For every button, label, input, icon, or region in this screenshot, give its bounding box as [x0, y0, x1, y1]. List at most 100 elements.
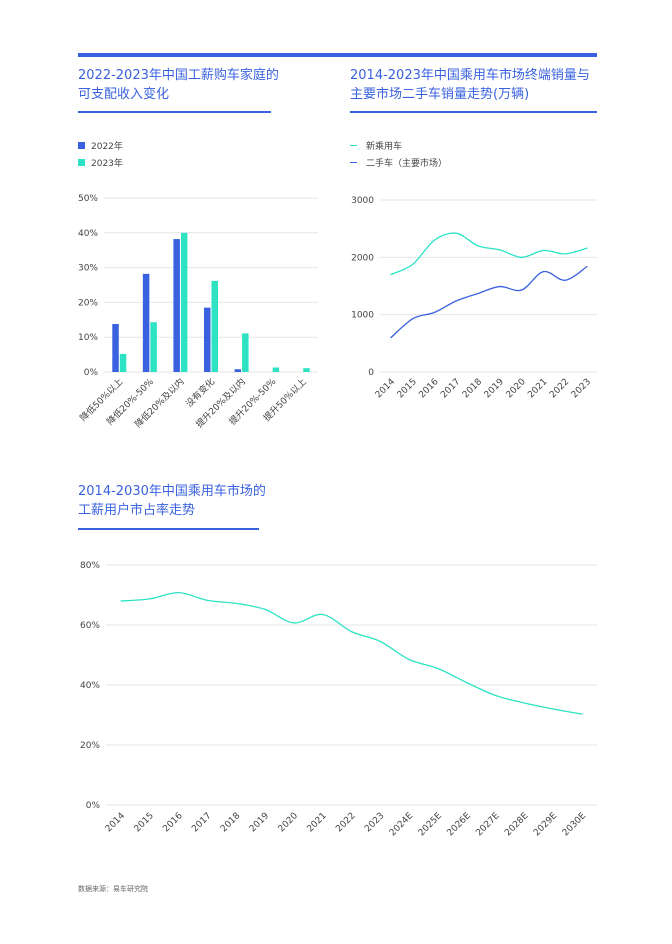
- chart3-data-point: [379, 640, 381, 643]
- chart3-data-point: [293, 622, 295, 624]
- chart1-bar: [180, 232, 188, 372]
- chart2-data-point: [412, 318, 414, 320]
- chart3-data-point: [437, 667, 439, 670]
- chart1-y-tick-label: 30%: [78, 264, 98, 274]
- chart3-x-tick-label: 2014: [104, 811, 127, 834]
- source-note: 数据来源：易车研究院: [78, 885, 148, 893]
- legend-label-2022: 2022年: [91, 142, 123, 152]
- chart1-bar: [272, 367, 280, 372]
- chart3-x-tick-label: 2028E: [503, 811, 531, 839]
- chart2-data-point: [477, 245, 479, 247]
- chart3-data-point: [322, 613, 324, 616]
- chart1-bar: [303, 368, 310, 372]
- chart1-bar-chart: 0%10%20%30%40%50%降低50%以上降低20%-50%降低20%及以…: [77, 194, 318, 430]
- chart3-x-tick-label: 2021: [306, 811, 329, 834]
- chart2-y-tick-label: 2000: [351, 253, 374, 263]
- chart1-title: 2022-2023年中国工薪购车家庭的 可支配收入变化: [78, 68, 279, 102]
- chart3-series-line: [120, 591, 583, 715]
- chart2-legend-item-used: 二手车（主要市场）: [350, 154, 447, 171]
- chart2-series-line-new-car: [390, 232, 588, 276]
- chart2-x-tick-label: 2015: [396, 377, 419, 400]
- chart1-bar: [142, 273, 150, 372]
- chart3-data-point: [206, 599, 209, 602]
- chart3-data-point: [120, 600, 122, 602]
- chart3-x-tick-label: 2018: [219, 811, 242, 834]
- chart2-y-tick-label: 0: [368, 368, 374, 378]
- chart2-title-underline: [350, 111, 597, 113]
- chart3-title: 2014-2030年中国乘用车市场的 工薪用户市占率走势: [78, 484, 266, 518]
- chart3-y-tick-label: 0%: [86, 801, 101, 811]
- legend-label-used-car: 二手车（主要市场）: [366, 159, 448, 169]
- chart2-x-tick-label: 2014: [374, 377, 397, 400]
- chart1-legend-item-2023: 2023年: [78, 154, 123, 171]
- chart2-data-point: [455, 232, 457, 234]
- legend-label-2023: 2023年: [91, 159, 123, 169]
- chart2-x-tick-label: 2021: [526, 377, 549, 400]
- chart2-y-tick-label: 3000: [351, 196, 374, 206]
- chart1-bar: [112, 323, 119, 372]
- chart3-data-point: [149, 598, 151, 600]
- chart3-data-point: [581, 713, 583, 715]
- chart3-x-tick-label: 2017: [190, 811, 213, 834]
- chart3-line-chart: 0% 20% 40% 60% 80% 2014 2015 2016 2017 2018 2019 20…: [80, 561, 597, 838]
- chart1-title-underline: [78, 111, 271, 113]
- chart2-x-tick-label: 2018: [461, 377, 484, 400]
- chart2-x-tick-label: 2020: [505, 377, 528, 400]
- chart3-x-tick-label: 2016: [161, 811, 184, 834]
- chart1-y-tick-label: 50%: [78, 194, 98, 204]
- chart2-x-tick-label: 2016: [417, 377, 440, 400]
- legend-label-new-car: 新乘用车: [366, 142, 403, 152]
- chart3-x-tick-label: 2023: [363, 811, 386, 834]
- chart3-x-tick-label: 2022: [334, 811, 357, 834]
- chart1-bar: [234, 369, 242, 372]
- chart3-y-tick-label: 60%: [80, 621, 100, 631]
- chart3-x-tick-label: 2020: [277, 811, 300, 834]
- top-accent-rule: [78, 53, 597, 57]
- chart2-data-point: [390, 273, 392, 276]
- chart1-y-tick-label: 0%: [84, 368, 99, 378]
- chart1-legend-item-2022: 2022年: [78, 137, 123, 154]
- chart3-data-point: [408, 658, 410, 661]
- chart3-data-point: [552, 708, 554, 710]
- chart3-data-point: [264, 608, 266, 611]
- chart3-y-tick-label: 40%: [80, 681, 100, 691]
- chart2-line-chart: 0100020003000201420152016201720182019202…: [351, 196, 597, 400]
- chart1-bar: [150, 322, 157, 372]
- chart3-data-point: [350, 631, 353, 633]
- chart1-bar: [211, 280, 218, 372]
- chart3-data-point: [466, 682, 468, 684]
- chart2-data-point: [499, 285, 501, 288]
- chart3-x-tick-label: 2025E: [417, 811, 445, 839]
- chart2-title: 2014-2023年中国乘用车市场终端销量与 主要市场二手车销量走势(万辆): [350, 68, 590, 102]
- chart2-data-point: [390, 337, 392, 339]
- chart2-data-point: [412, 263, 414, 265]
- legend-swatch-new-car: [350, 144, 357, 147]
- chart3-data-point: [178, 592, 180, 594]
- chart2-data-point: [433, 311, 436, 313]
- chart1-y-tick-label: 10%: [78, 333, 98, 343]
- chart3-x-tick-label: 2024E: [388, 811, 416, 839]
- chart2-x-tick-label: 2019: [483, 377, 506, 400]
- chart3-x-tick-label: 2029E: [532, 811, 560, 839]
- chart3-y-tick-label: 20%: [80, 741, 100, 751]
- chart2-data-point: [433, 239, 436, 241]
- chart2-legend-item-new: 新乘用车: [350, 137, 447, 154]
- chart3-data-point: [235, 602, 237, 605]
- chart2-data-point: [542, 271, 545, 273]
- chart1-y-tick-label: 40%: [78, 229, 98, 239]
- chart3-x-tick-label: 2019: [248, 811, 271, 834]
- chart3-x-tick-label: 2030E: [561, 811, 589, 839]
- chart2-data-point: [564, 279, 566, 281]
- chart2-data-point: [586, 247, 588, 249]
- chart3-x-tick-label: 2015: [133, 811, 156, 834]
- chart3-title-underline: [78, 528, 259, 530]
- chart2-x-tick-label: 2022: [548, 377, 571, 400]
- chart1-bar: [204, 307, 211, 372]
- chart1-bar: [242, 333, 249, 372]
- chart2-x-tick-label: 2017: [439, 377, 462, 400]
- legend-swatch-2023: [78, 159, 85, 166]
- chart2-data-point: [586, 265, 588, 268]
- chart1-bar: [119, 353, 127, 372]
- legend-swatch-2022: [78, 142, 85, 149]
